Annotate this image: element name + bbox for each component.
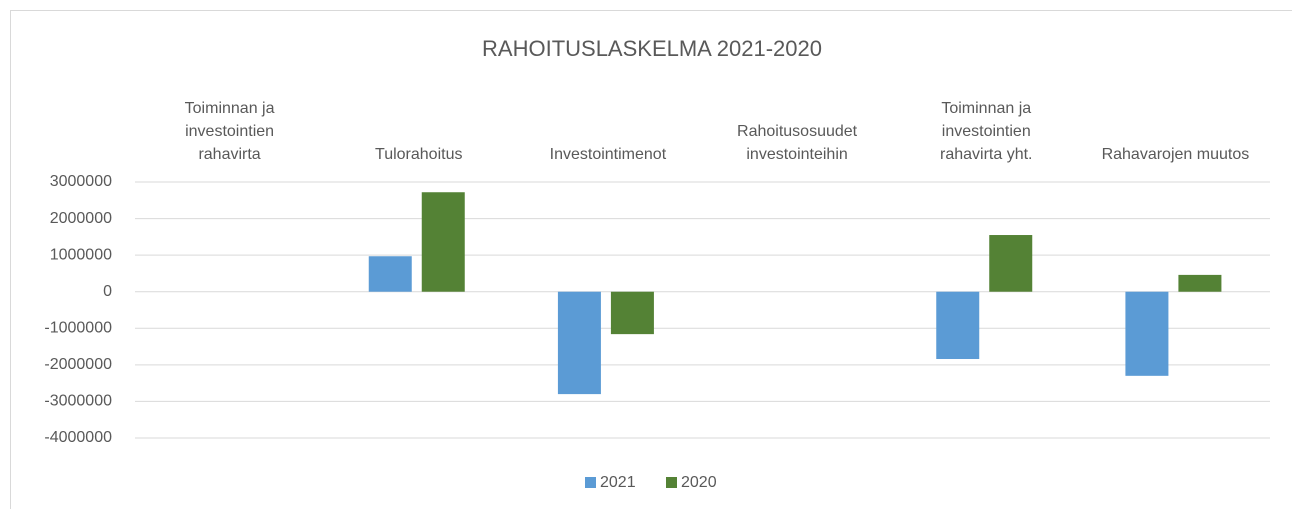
y-tick-label: -3000000 <box>44 393 112 410</box>
y-tick-label: -2000000 <box>44 356 112 373</box>
bar <box>1125 291 1169 376</box>
category-label: Investointimenot <box>549 146 667 163</box>
y-tick-label: 1000000 <box>50 246 112 263</box>
bar <box>936 291 980 360</box>
bar <box>368 256 412 292</box>
bar <box>610 291 654 335</box>
bar <box>557 291 601 395</box>
legend-label: 2020 <box>681 474 717 491</box>
y-tick-label: -4000000 <box>44 429 112 446</box>
legend-label: 2021 <box>600 474 636 491</box>
legend-swatch <box>666 477 677 488</box>
chart-border <box>10 10 1292 509</box>
bar <box>421 192 465 292</box>
bar <box>1178 274 1222 292</box>
category-label: Rahavarojen muutos <box>1101 146 1250 163</box>
y-tick-label: 0 <box>103 283 112 300</box>
y-tick-label: 3000000 <box>50 173 112 190</box>
y-tick-label: 2000000 <box>50 210 112 227</box>
category-label: Toiminnan ja investointien rahavirta <box>184 100 275 163</box>
chart-title: RAHOITUSLASKELMA 2021-2020 <box>482 36 822 61</box>
category-label: Rahoitusosuudet investointeihin <box>737 123 858 163</box>
y-tick-label: -1000000 <box>44 320 112 337</box>
legend-swatch <box>585 477 596 488</box>
bar <box>989 235 1033 292</box>
category-label: Tulorahoitus <box>375 146 463 163</box>
category-label: Toiminnan ja investointien rahavirta yht… <box>940 100 1033 163</box>
